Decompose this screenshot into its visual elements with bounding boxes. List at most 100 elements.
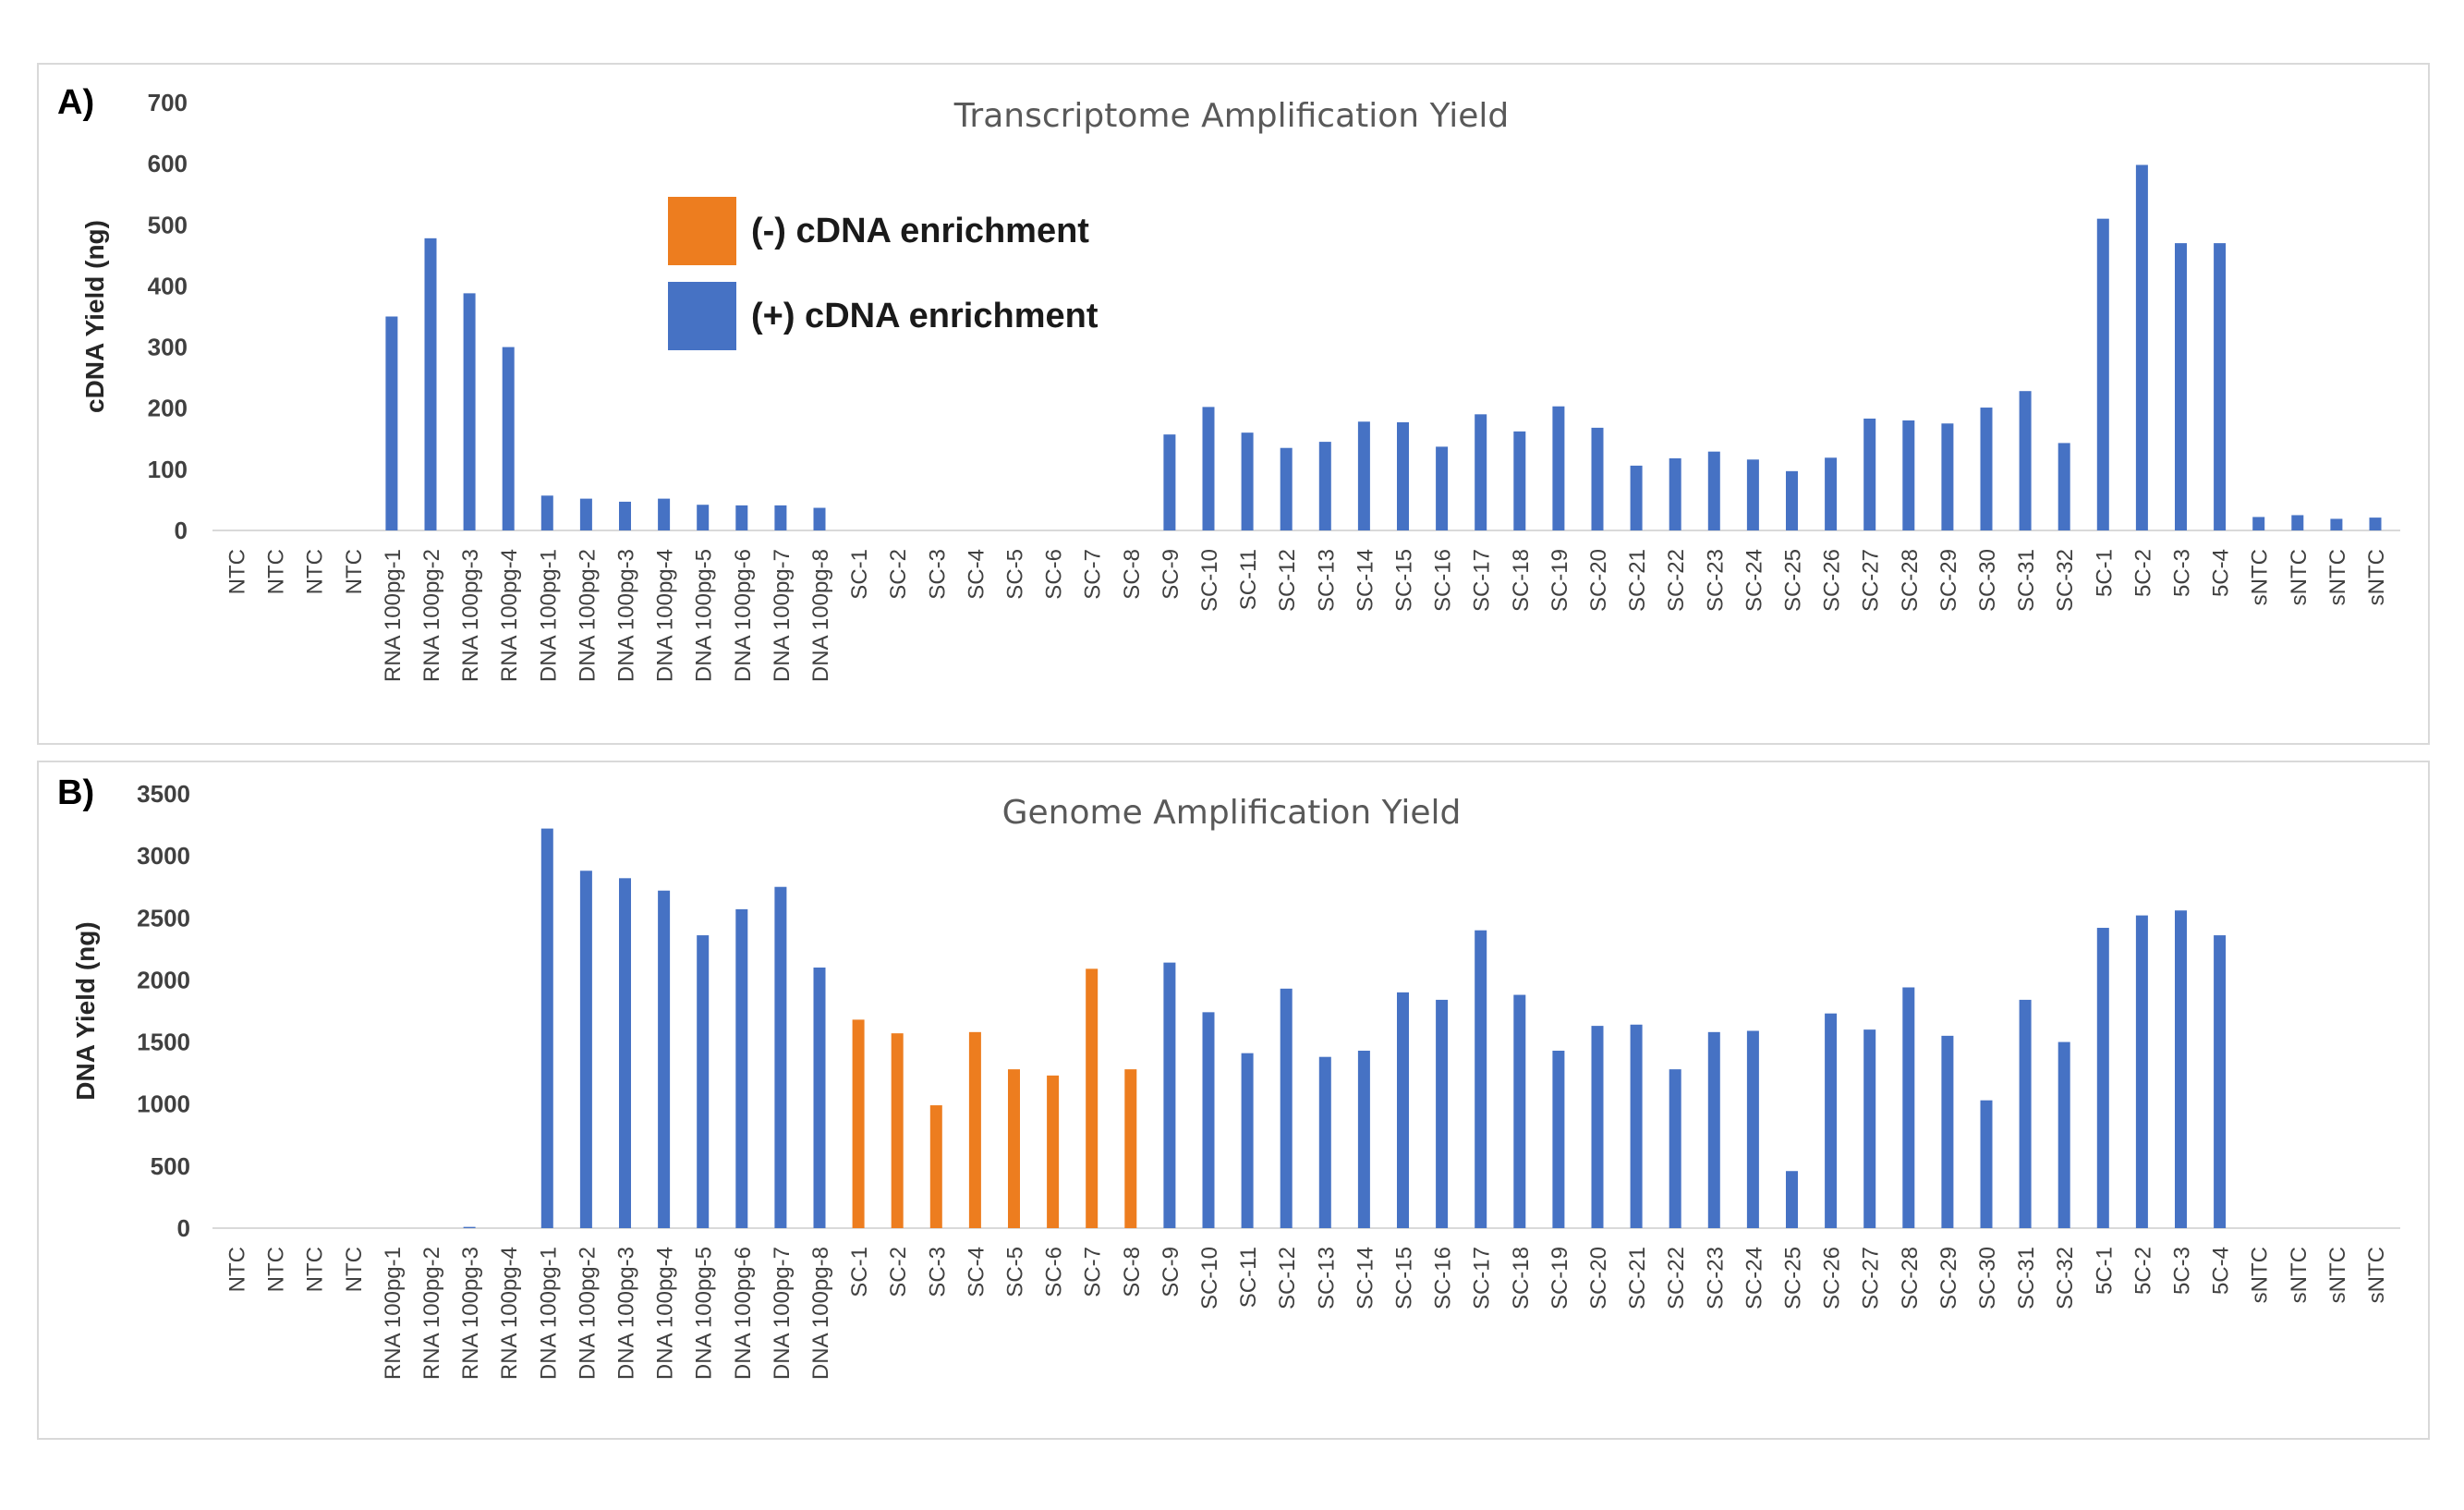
y-tick-label-a: 700 [148, 89, 188, 116]
x-tick-label-b: sNTC [2248, 1247, 2273, 1303]
bar-b-29 [1318, 1056, 1331, 1228]
bar-b-42 [1825, 1013, 1838, 1228]
bar-a-13 [697, 505, 710, 530]
y-tick-label-a: 300 [148, 334, 188, 361]
bar-b-38 [1669, 1069, 1681, 1228]
bar-b-25 [1163, 962, 1176, 1228]
y-tick-label-b: 3500 [137, 780, 190, 808]
y-tick-label-a: 500 [148, 211, 188, 238]
bar-b-35 [1552, 1050, 1565, 1228]
bar-a-26 [1202, 407, 1215, 530]
bar-b-20 [968, 1031, 981, 1228]
bar-b-48 [2057, 1041, 2070, 1228]
x-tick-label-a: DNA 100pg-1 [536, 549, 561, 682]
x-tick-label-a: SC-26 [1820, 549, 1845, 612]
x-tick-label-b: NTC [342, 1247, 367, 1292]
bar-a-29 [1318, 442, 1331, 530]
legend-label-minus: (-) cDNA enrichment [751, 212, 1089, 250]
y-tick-label-a: 600 [148, 150, 188, 177]
bar-a-47 [2019, 391, 2032, 530]
bar-a-31 [1397, 421, 1409, 530]
x-tick-label-b: SC-15 [1392, 1247, 1417, 1309]
x-tick-label-a: SC-7 [1081, 549, 1106, 600]
y-axis-label-b: DNA Yield (ng) [71, 921, 100, 1100]
bar-a-36 [1591, 427, 1604, 530]
bar-a-56 [2369, 518, 2382, 530]
bar-a-16 [813, 507, 826, 530]
x-tick-label-b: SC-19 [1548, 1247, 1572, 1309]
x-tick-label-b: SC-31 [2014, 1247, 2039, 1309]
x-tick-label-a: DNA 100pg-6 [731, 549, 756, 682]
x-tick-label-a: NTC [264, 549, 289, 594]
x-tick-label-b: SC-4 [964, 1247, 989, 1297]
x-tick-label-b: NTC [264, 1247, 289, 1292]
x-tick-label-a: SC-1 [847, 549, 872, 600]
y-tick-label-b: 2500 [137, 904, 190, 932]
x-tick-label-a: NTC [342, 549, 367, 594]
x-tick-label-b: DNA 100pg-4 [653, 1247, 678, 1380]
x-tick-label-a: SC-5 [1003, 549, 1028, 600]
x-tick-label-a: SC-13 [1314, 549, 1339, 612]
x-tick-label-b: RNA 100pg-4 [497, 1247, 522, 1380]
bar-b-24 [1124, 1069, 1137, 1228]
x-tick-label-a: 5C-4 [2209, 549, 2234, 597]
chart-title-b: Genome Amplification Yield [1002, 794, 1462, 832]
x-tick-label-b: SC-32 [2053, 1247, 2078, 1309]
x-tick-label-b: DNA 100pg-3 [614, 1247, 639, 1380]
bar-b-51 [2175, 910, 2187, 1228]
x-tick-label-a: SC-4 [964, 549, 989, 600]
bar-a-46 [1980, 408, 1993, 530]
x-tick-label-a: 5C-3 [2170, 549, 2195, 597]
x-tick-label-b: RNA 100pg-1 [381, 1247, 406, 1380]
x-tick-label-b: SC-10 [1197, 1247, 1222, 1309]
bar-b-9 [540, 828, 553, 1228]
x-tick-label-b: DNA 100pg-6 [731, 1247, 756, 1380]
bar-b-26 [1202, 1012, 1215, 1228]
bar-a-8 [502, 347, 515, 530]
x-tick-label-b: SC-26 [1820, 1247, 1845, 1309]
bar-b-7 [463, 1226, 476, 1228]
x-tick-label-a: RNA 100pg-4 [497, 549, 522, 682]
x-tick-label-b: SC-8 [1120, 1247, 1145, 1297]
x-tick-label-b: SC-6 [1042, 1247, 1067, 1297]
x-tick-label-a: 5C-1 [2092, 549, 2117, 597]
bar-b-49 [2096, 928, 2109, 1228]
x-tick-label-a: SC-15 [1392, 549, 1417, 612]
x-tick-label-b: sNTC [2325, 1247, 2350, 1303]
x-tick-label-b: DNA 100pg-1 [536, 1247, 561, 1380]
x-tick-label-b: SC-5 [1003, 1247, 1028, 1297]
x-tick-label-a: SC-21 [1625, 549, 1650, 612]
bar-a-9 [540, 495, 553, 530]
x-tick-label-a: SC-12 [1275, 549, 1300, 612]
x-tick-label-b: SC-2 [886, 1247, 911, 1297]
bar-b-46 [1980, 1100, 1993, 1228]
x-tick-label-b: sNTC [2364, 1247, 2389, 1303]
y-tick-label-b: 2000 [137, 966, 190, 993]
bar-b-21 [1008, 1069, 1020, 1228]
bar-a-12 [658, 498, 671, 530]
bar-a-45 [1941, 423, 1954, 530]
x-tick-label-b: SC-13 [1314, 1247, 1339, 1309]
x-tick-label-b: 5C-3 [2170, 1247, 2195, 1295]
y-tick-label-a: 100 [148, 456, 188, 483]
bar-a-42 [1825, 457, 1838, 530]
x-tick-label-b: NTC [303, 1247, 328, 1292]
x-tick-label-b: 5C-1 [2092, 1247, 2117, 1295]
x-tick-label-a: SC-18 [1509, 549, 1534, 612]
bar-b-12 [658, 890, 671, 1228]
x-tick-label-b: DNA 100pg-2 [575, 1247, 600, 1380]
x-tick-label-a: SC-29 [1936, 549, 1961, 612]
x-tick-label-b: SC-18 [1509, 1247, 1534, 1309]
bar-b-30 [1357, 1050, 1370, 1228]
bar-b-28 [1280, 988, 1293, 1228]
x-tick-label-b: SC-7 [1081, 1247, 1106, 1297]
x-tick-label-b: SC-17 [1470, 1247, 1495, 1309]
bar-b-18 [891, 1033, 904, 1228]
bar-a-28 [1280, 447, 1293, 530]
bar-a-38 [1669, 457, 1681, 530]
panel-label-a: A) [57, 83, 95, 122]
x-tick-label-b: NTC [225, 1247, 250, 1292]
x-tick-label-a: SC-25 [1781, 549, 1806, 612]
x-tick-label-a: SC-30 [1975, 549, 2000, 612]
